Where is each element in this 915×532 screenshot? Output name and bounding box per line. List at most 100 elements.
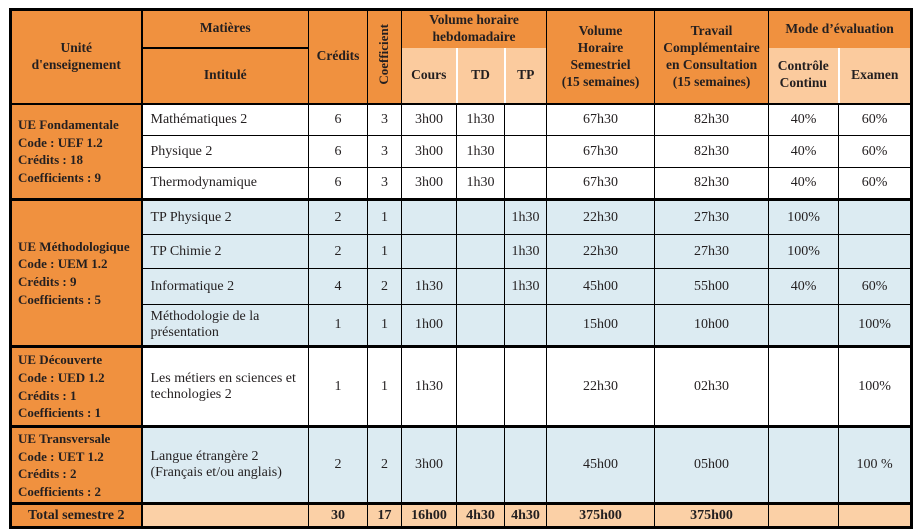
cell-vhs: 15h00 — [546, 304, 656, 347]
cell-credits: 1 — [308, 304, 368, 347]
cell-credits: 6 — [308, 103, 368, 136]
cell-coeff: 1 — [367, 234, 402, 269]
cell-tc: 82h30 — [654, 103, 770, 136]
cell-cc: 40% — [768, 135, 840, 168]
cell-intitule: Physique 2 — [141, 135, 309, 168]
total-cell-coeff: 17 — [367, 502, 402, 529]
cell-examen: 60% — [838, 135, 913, 168]
cell-tc: 27h30 — [654, 198, 770, 235]
header-row-1: Unité d'enseignement Matières Crédits Co… — [10, 9, 913, 105]
cell-intitule: TP Chimie 2 — [141, 234, 309, 269]
cell-cc: 100% — [768, 234, 840, 269]
total-cell-cours: 16h00 — [401, 502, 457, 529]
cell-cours: 3h00 — [401, 103, 457, 136]
total-cell-intitule — [141, 502, 309, 529]
cell-examen — [838, 234, 913, 269]
cell-credits: 2 — [308, 234, 368, 269]
cell-vhs: 67h30 — [546, 103, 656, 136]
cell-cc: 40% — [768, 103, 840, 136]
table-row: Thermodynamique 6 3 3h00 1h30 67h30 82h30 40% 60… — [11, 167, 913, 200]
cell-td — [456, 268, 505, 305]
cell-examen — [838, 198, 913, 235]
header-intitule: Intitulé — [141, 47, 309, 105]
cell-coeff: 2 — [367, 424, 402, 505]
cell-examen: 100% — [838, 304, 913, 347]
cell-tp — [503, 103, 548, 136]
cell-tc: 05h00 — [654, 424, 770, 505]
cell-tc: 27h30 — [654, 234, 770, 269]
header-examen: Examen — [837, 47, 913, 105]
header-coefficient: Coefficient — [367, 9, 402, 105]
cell-vhs: 67h30 — [546, 167, 656, 200]
cell-intitule: Langue étrangère 2 (Français et/ou angla… — [141, 424, 309, 505]
cell-cours — [401, 234, 457, 269]
cell-credits: 4 — [308, 268, 368, 305]
header-coefficient-label: Coefficient — [376, 23, 392, 85]
table-row: Méthodologie de la présentation 1 1 1h00 15h… — [11, 304, 913, 347]
cell-credits: 2 — [308, 198, 368, 235]
cell-coeff: 3 — [367, 135, 402, 168]
total-row: Total semestre 2 30 17 16h00 4h30 4h30 375h00 3… — [10, 502, 913, 529]
cell-tp: 1h30 — [503, 268, 548, 305]
cell-coeff: 2 — [367, 268, 402, 305]
cell-td — [456, 424, 505, 505]
cell-intitule: Méthodologie de la présentation — [141, 304, 309, 347]
cell-td: 1h30 — [456, 103, 505, 136]
total-label: Total semestre 2 — [10, 502, 143, 529]
header-row-2: Intitulé Cours TD TP Contrôle Continu Ex… — [11, 47, 913, 105]
table-row: UE Transversale Code : UET 1.2 Crédits :… — [10, 424, 913, 505]
total-cell-tc: 375h00 — [654, 502, 770, 529]
header-mode-evaluation: Mode d’évaluation — [768, 9, 913, 48]
total-cell-td: 4h30 — [456, 502, 505, 529]
cell-vhs: 22h30 — [546, 234, 656, 269]
total-cell-examen — [838, 502, 913, 529]
table-row: TP Chimie 2 2 1 1h30 22h30 27h30 100% — [11, 234, 913, 269]
cell-cours: 3h00 — [401, 424, 457, 505]
header-volume-hebdo: Volume horaire hebdomadaire — [400, 9, 548, 48]
cell-vhs: 45h00 — [546, 424, 656, 505]
header-controle-continu: Contrôle Continu — [768, 47, 840, 105]
cell-tc: 82h30 — [654, 167, 770, 200]
cell-coeff: 1 — [367, 198, 402, 235]
cell-tc: 02h30 — [654, 345, 770, 427]
table-body: UE Fondamentale Code : UEF 1.2 Crédits :… — [10, 103, 913, 529]
cell-intitule: Informatique 2 — [141, 268, 309, 305]
cell-tc: 10h00 — [654, 304, 770, 347]
cell-tc: 82h30 — [654, 135, 770, 168]
total-cell-vhs: 375h00 — [546, 502, 656, 529]
cell-tp: 1h30 — [503, 198, 548, 235]
cell-examen: 60% — [838, 103, 913, 136]
cell-tp — [503, 345, 548, 427]
cell-cours: 1h00 — [401, 304, 457, 347]
cell-vhs: 67h30 — [546, 135, 656, 168]
header-cours: Cours — [401, 47, 457, 105]
header-unite: Unité d'enseignement — [10, 9, 143, 105]
cell-td: 1h30 — [456, 167, 505, 200]
course-schedule-table: Unité d'enseignement Matières Crédits Co… — [9, 8, 914, 530]
total-cell-cc — [768, 502, 840, 529]
cell-tp — [503, 424, 548, 505]
header-matieres: Matières — [141, 9, 309, 49]
cell-td: 1h30 — [456, 135, 505, 168]
cell-vhs: 45h00 — [546, 268, 656, 305]
cell-tc: 55h00 — [654, 268, 770, 305]
cell-examen: 60% — [838, 167, 913, 200]
cell-cc — [768, 424, 840, 505]
cell-cours: 3h00 — [401, 135, 457, 168]
total-cell-tp: 4h30 — [503, 502, 548, 529]
cell-coeff: 3 — [367, 167, 402, 200]
table-row: Informatique 2 4 2 1h30 1h30 45h00 55h00 40% 60% — [11, 268, 913, 305]
cell-cc: 40% — [768, 167, 840, 200]
cell-td — [456, 345, 505, 427]
ue-group-cell: UE Transversale Code : UET 1.2 Crédits :… — [10, 424, 143, 505]
header-volume-semestriel: Volume Horaire Semestriel (15 semaines) — [546, 9, 656, 105]
cell-examen: 100% — [838, 345, 913, 427]
cell-credits: 6 — [308, 167, 368, 200]
header-td: TD — [455, 47, 505, 105]
cell-vhs: 22h30 — [546, 345, 656, 427]
header-travail-complementaire: Travail Complémentaire en Consultation (… — [654, 9, 770, 105]
cell-cc — [768, 304, 840, 347]
table-row: Physique 2 6 3 3h00 1h30 67h30 82h30 40% 60% — [11, 135, 913, 168]
cell-credits: 1 — [308, 345, 368, 427]
